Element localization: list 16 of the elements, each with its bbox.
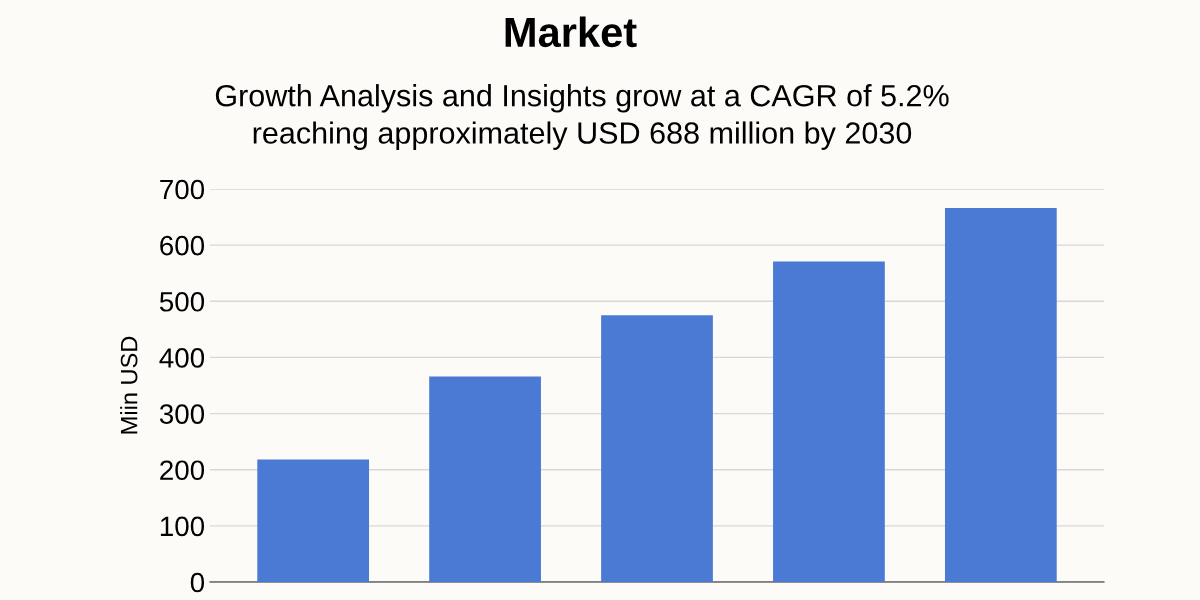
bar: [429, 376, 541, 582]
y-tick-label: 600: [160, 235, 205, 256]
bar: [944, 208, 1057, 582]
y-tick-label: 100: [160, 516, 205, 537]
y-axis-title: Miin USD: [120, 336, 138, 434]
y-tick-label: 700: [160, 179, 205, 200]
chart-subtitle: Growth Analysis and Insights grow at a CAGR of 5.2% reaching approximately USD 688 million by 2030: [215, 84, 949, 150]
y-tick-label: 0: [190, 572, 205, 593]
y-tick-label: 200: [160, 460, 205, 481]
y-tick-label: 400: [159, 348, 205, 368]
bar: [601, 315, 713, 582]
bar: [773, 261, 885, 582]
chart-title: Market: [505, 16, 637, 48]
y-tick-label: 500: [159, 291, 205, 312]
y-tick-label: 300: [159, 404, 205, 424]
bar: [257, 459, 370, 582]
